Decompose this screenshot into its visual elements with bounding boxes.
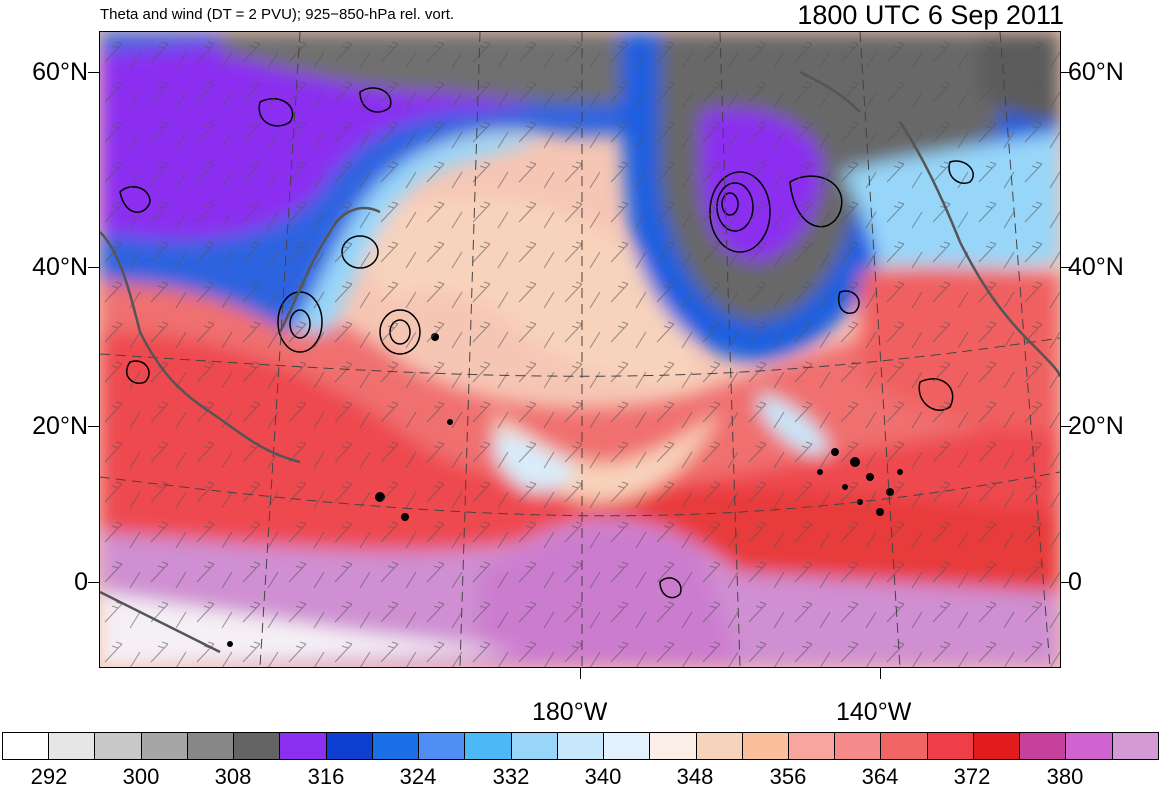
tick-left-20 bbox=[88, 426, 99, 427]
colorbar-cell bbox=[973, 733, 1021, 759]
lon-label-180w: 180°W bbox=[532, 698, 608, 726]
colorbar-label: 300 bbox=[122, 764, 160, 789]
colorbar-cell bbox=[372, 733, 420, 759]
colorbar bbox=[2, 732, 1159, 760]
colorbar-cell bbox=[141, 733, 188, 759]
tick-left-0 bbox=[88, 582, 99, 583]
colorbar-cell bbox=[1020, 733, 1067, 759]
lat-label-eq-left: 0 bbox=[74, 568, 88, 596]
colorbar-cell bbox=[604, 733, 651, 759]
colorbar-cell bbox=[234, 733, 281, 759]
colorbar-cell bbox=[881, 733, 928, 759]
colorbar-label: 340 bbox=[584, 764, 622, 789]
colorbar-label: 348 bbox=[676, 764, 714, 789]
colorbar-cell bbox=[650, 733, 697, 759]
tick-right-0 bbox=[1060, 582, 1071, 583]
colorbar-cell bbox=[696, 733, 743, 759]
colorbar-label: 380 bbox=[1046, 764, 1084, 789]
colorbar-cell bbox=[95, 733, 142, 759]
lat-label-60n-left: 60°N bbox=[32, 58, 88, 86]
colorbar-label: 364 bbox=[861, 764, 899, 789]
colorbar-label: 308 bbox=[214, 764, 252, 789]
tick-right-40 bbox=[1060, 267, 1071, 268]
lat-label-eq-right: 0 bbox=[1068, 568, 1082, 596]
colorbar-label: 316 bbox=[307, 764, 345, 789]
colorbar-cell bbox=[742, 733, 789, 759]
lon-label-140w: 140°W bbox=[836, 698, 912, 726]
colorbar-cell bbox=[326, 733, 373, 759]
colorbar-cell bbox=[835, 733, 882, 759]
colorbar-cell bbox=[49, 733, 96, 759]
map-canvas bbox=[100, 32, 1060, 667]
lat-label-40n-left: 40°N bbox=[32, 253, 88, 281]
colorbar-cell bbox=[1066, 733, 1113, 759]
colorbar-cell bbox=[3, 733, 50, 759]
colorbar-cell bbox=[280, 733, 327, 759]
colorbar-cell bbox=[465, 733, 512, 759]
tick-right-20 bbox=[1060, 426, 1071, 427]
colorbar-label: 292 bbox=[30, 764, 68, 789]
colorbar-cell bbox=[1112, 733, 1158, 759]
colorbar-label: 372 bbox=[953, 764, 991, 789]
graticule bbox=[100, 32, 1060, 667]
colorbar-cell bbox=[788, 733, 836, 759]
colorbar-label: 332 bbox=[492, 764, 530, 789]
colorbar-cell bbox=[511, 733, 558, 759]
tick-bottom-180 bbox=[580, 667, 581, 679]
colorbar-label: 356 bbox=[769, 764, 807, 789]
lat-label-20n-left: 20°N bbox=[32, 412, 88, 440]
lat-label-20n-right: 20°N bbox=[1068, 412, 1124, 440]
colorbar-cell bbox=[187, 733, 235, 759]
map-title: Theta and wind (DT = 2 PVU); 925−850-hPa… bbox=[100, 6, 455, 23]
wind-barbs bbox=[100, 32, 1060, 667]
colorbar-label: 324 bbox=[399, 764, 437, 789]
lat-label-40n-right: 40°N bbox=[1068, 253, 1124, 281]
tick-left-40 bbox=[88, 267, 99, 268]
map-panel bbox=[99, 31, 1061, 668]
colorbar-cell bbox=[927, 733, 974, 759]
colorbar-cell bbox=[557, 733, 605, 759]
map-time-label: 1800 UTC 6 Sep 2011 bbox=[797, 0, 1064, 30]
tick-bottom-140 bbox=[880, 667, 881, 679]
coastlines bbox=[100, 70, 1060, 654]
tick-left-60 bbox=[88, 72, 99, 73]
colorbar-cell bbox=[419, 733, 466, 759]
lat-label-60n-right: 60°N bbox=[1068, 58, 1124, 86]
tick-right-60 bbox=[1060, 72, 1071, 73]
